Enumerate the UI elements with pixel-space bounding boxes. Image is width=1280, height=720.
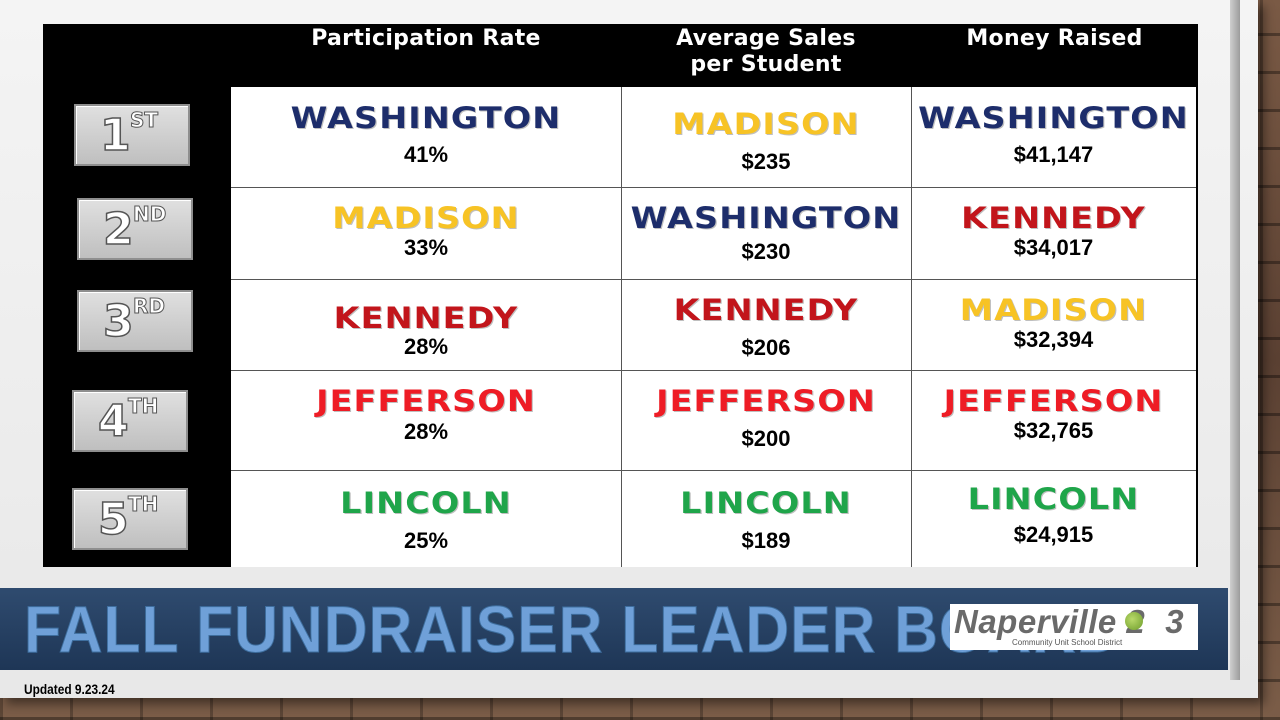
stat-value: 28%: [403, 419, 449, 444]
title-banner: FALL FUNDRAISER LEADER BOARD: [0, 588, 1228, 670]
stat-value: $189: [741, 528, 791, 553]
table-cell: MADISON $235: [621, 87, 911, 187]
rank-badge: 5 TH: [72, 488, 188, 550]
header-average-sales-line2: per Student: [690, 52, 842, 77]
banner-title: FALL FUNDRAISER LEADER BOARD: [24, 592, 1122, 667]
table-cell: WASHINGTON $230: [621, 187, 911, 279]
results-grid: WASHINGTON 41% MADISON $235 WASHINGTON $41,14…: [231, 87, 1196, 567]
stat-value: $32,394: [1013, 327, 1094, 352]
rank-badge: 2 ND: [77, 198, 193, 260]
rank-suffix: ND: [132, 202, 167, 227]
school-name: MADISON: [672, 107, 860, 141]
table-cell: JEFFERSON $200: [621, 370, 911, 470]
rank-number: 5: [97, 493, 129, 546]
stat-value: $235: [741, 149, 791, 174]
school-name: LINCOLN: [967, 482, 1140, 516]
stat-value: $230: [741, 239, 791, 264]
school-name: WASHINGTON: [290, 101, 562, 135]
stat-value: $200: [741, 426, 791, 451]
rank-badge: 3 RD: [77, 290, 193, 352]
school-name: LINCOLN: [680, 486, 852, 520]
stat-value: $32,765: [1013, 418, 1094, 443]
table-cell: MADISON 33%: [231, 187, 621, 279]
row-divider: [231, 370, 1196, 371]
row-divider: [231, 279, 1196, 280]
table-cell: LINCOLN 25%: [231, 470, 621, 567]
table-cell: KENNEDY 28%: [231, 279, 621, 370]
table-cell: MADISON $32,394: [911, 279, 1196, 370]
school-name: JEFFERSON: [316, 384, 536, 418]
rank-number: 4: [97, 395, 129, 448]
rank-suffix: TH: [127, 492, 159, 517]
rank-suffix: ST: [129, 108, 159, 133]
stat-value: $206: [741, 335, 791, 360]
logo-subtitle: Community Unit School District: [1012, 638, 1123, 647]
logo-name-part1: Naperville 2: [954, 603, 1146, 640]
school-name: KENNEDY: [961, 201, 1146, 235]
table-cell: WASHINGTON $41,147: [911, 87, 1196, 187]
stat-value: $41,147: [1013, 142, 1094, 167]
school-name: LINCOLN: [340, 486, 512, 520]
table-cell: LINCOLN $189: [621, 470, 911, 567]
school-name: KENNEDY: [333, 301, 519, 335]
stat-value: 25%: [403, 528, 449, 553]
school-name: WASHINGTON: [630, 201, 902, 235]
table-cell: WASHINGTON 41%: [231, 87, 621, 187]
stat-value: 28%: [403, 334, 449, 359]
table-cell: JEFFERSON $32,765: [911, 370, 1196, 470]
stat-value: 33%: [403, 235, 449, 260]
school-name: JEFFERSON: [943, 384, 1164, 418]
rank-suffix: TH: [127, 394, 159, 419]
stat-value: $34,017: [1013, 235, 1094, 260]
table-cell: KENNEDY $206: [621, 279, 911, 370]
school-name: MADISON: [959, 293, 1148, 327]
logo-name: Naperville 2 3: [954, 604, 1184, 640]
column-divider: [621, 87, 622, 567]
rank-number: 3: [102, 295, 134, 348]
table-cell: LINCOLN $24,915: [911, 470, 1196, 567]
stat-value: $24,915: [1013, 522, 1094, 547]
header-participation: Participation Rate: [311, 26, 541, 51]
rank-badge: 4 TH: [72, 390, 188, 452]
school-name: KENNEDY: [673, 293, 859, 327]
school-name: WASHINGTON: [918, 101, 1189, 135]
stat-value: 41%: [403, 142, 449, 167]
updated-date: Updated 9.23.24: [24, 681, 115, 697]
district-logo: Naperville 2 3 Community Unit School Dist…: [950, 604, 1198, 650]
rank-badge: 1 ST: [74, 104, 190, 166]
school-name: JEFFERSON: [656, 384, 876, 418]
school-name: MADISON: [332, 201, 520, 235]
globe-icon: [1125, 612, 1143, 630]
row-divider: [231, 187, 1196, 188]
rank-suffix: RD: [132, 294, 166, 319]
table-cell: JEFFERSON 28%: [231, 370, 621, 470]
header-average-sales-line1: Average Sales: [676, 26, 856, 51]
slide-edge: [1230, 0, 1240, 680]
header-average-sales: Average Sales per Student: [621, 26, 911, 89]
logo-name-part2: 3: [1165, 603, 1185, 640]
table-cell: KENNEDY $34,017: [911, 187, 1196, 279]
column-divider: [911, 87, 912, 567]
row-divider: [231, 470, 1196, 471]
leader-board-table: Participation Rate Average Sales per Stu…: [43, 24, 1198, 567]
rank-number: 2: [102, 203, 134, 256]
rank-number: 1: [99, 109, 131, 162]
header-money-raised: Money Raised: [966, 26, 1143, 51]
